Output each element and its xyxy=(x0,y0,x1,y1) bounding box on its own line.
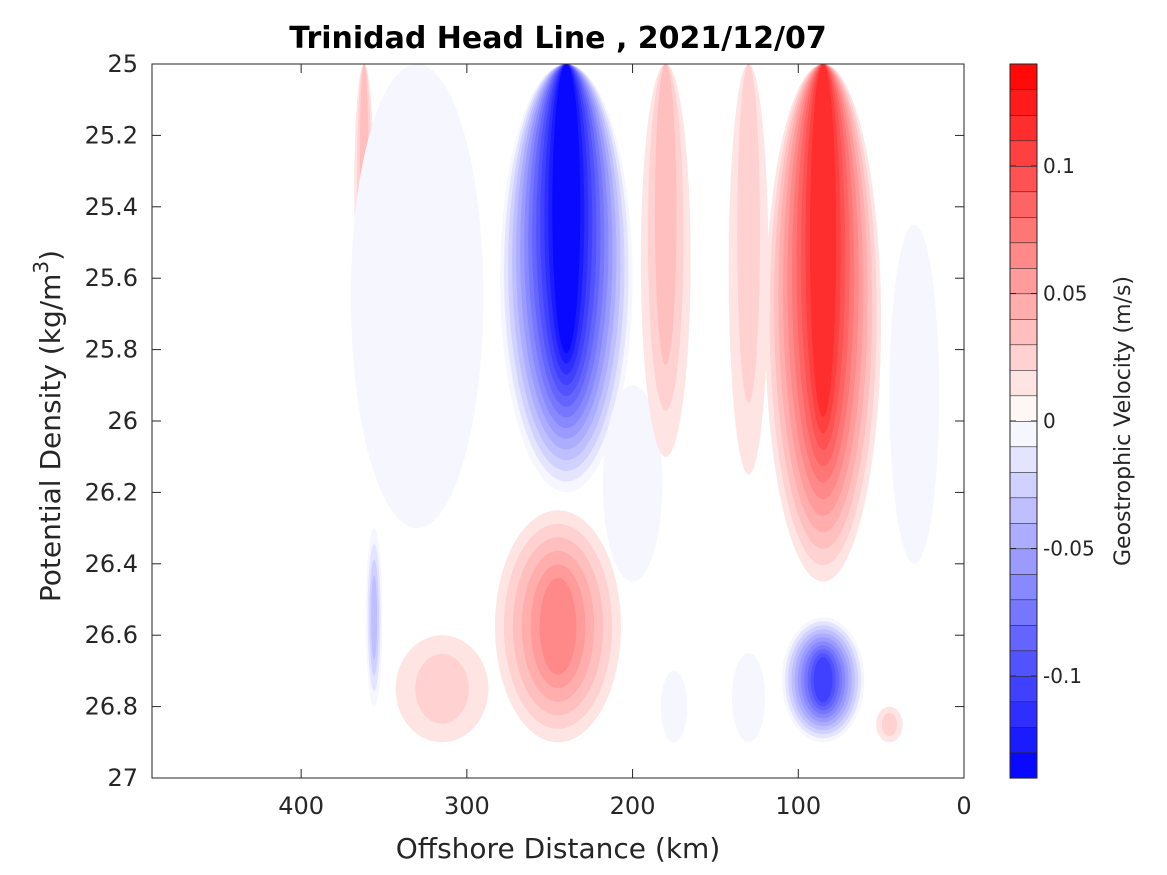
colorbar-level xyxy=(1009,318,1038,346)
x-axis-label: Offshore Distance (km) xyxy=(396,832,721,865)
y-tick-label: 25.4 xyxy=(85,193,138,221)
velocity-contour-field xyxy=(350,64,940,743)
x-tick-label: 400 xyxy=(278,792,324,820)
colorbar-level xyxy=(1009,701,1038,728)
contour-level-negative-deep-360-4 xyxy=(371,575,378,660)
x-axis: 400 300 200 100 0 xyxy=(278,64,972,820)
colorbar-label: Geostrophic Velocity (m/s) xyxy=(1111,276,1136,566)
colorbar-level xyxy=(1009,114,1038,142)
contour-level-negative-deep-core-11 xyxy=(813,657,833,703)
colorbar-level xyxy=(1009,191,1038,218)
colorbar xyxy=(1009,63,1038,779)
colorbar-level xyxy=(1009,267,1038,295)
colorbar-level xyxy=(1009,573,1038,601)
y-axis-label: Potential Density (kg/m3) xyxy=(29,250,67,602)
colorbar-level xyxy=(1009,726,1038,754)
colorbar-tick-label: 0.1 xyxy=(1043,154,1075,178)
x-tick-label: 100 xyxy=(775,792,821,820)
x-tick-label: 300 xyxy=(444,792,490,820)
colorbar-level xyxy=(1009,344,1038,371)
contour-level-negative-deep-180-1 xyxy=(660,670,688,743)
colorbar-level xyxy=(1009,369,1038,397)
chart-title: Trinidad Head Line , 2021/12/07 xyxy=(289,21,826,56)
y-tick-label: 26.4 xyxy=(85,550,138,578)
contour-level-negative-deep-130-1 xyxy=(732,653,766,743)
contour-level-positive-deep-core-6 xyxy=(539,578,577,675)
contour-level-negative-tail-200-1 xyxy=(602,385,663,582)
contour-level-positive-band-180-3 xyxy=(654,64,677,365)
colorbar-level xyxy=(1009,752,1038,779)
colorbar-level xyxy=(1009,420,1038,448)
contour-level-strong-negative-core-14 xyxy=(552,64,581,354)
colorbar-tick-label: -0.1 xyxy=(1043,664,1082,688)
y-tick-label: 26.2 xyxy=(85,478,138,506)
colorbar-level xyxy=(1009,216,1038,244)
y-tick-label: 25 xyxy=(107,50,138,78)
colorbar-level xyxy=(1009,650,1038,677)
colorbar-level xyxy=(1009,165,1038,193)
colorbar-level xyxy=(1009,471,1038,499)
colorbar-level xyxy=(1009,293,1038,320)
colorbar-level xyxy=(1009,675,1038,703)
contour-level-strong-positive-core-11 xyxy=(809,64,837,417)
colorbar-level xyxy=(1009,242,1038,269)
colorbar-level xyxy=(1009,624,1038,652)
x-tick-label: 0 xyxy=(956,792,971,820)
colorbar-level xyxy=(1009,395,1038,422)
colorbar-ticks: 0.1 0.05 0 -0.05 -0.1 xyxy=(1010,154,1095,688)
colorbar-tick-label: -0.05 xyxy=(1043,537,1095,561)
y-tick-label: 25.2 xyxy=(85,121,138,149)
colorbar-tick-label: 0.05 xyxy=(1043,282,1088,306)
colorbar-level xyxy=(1009,446,1038,473)
y-tick-label: 26.6 xyxy=(85,621,138,649)
colorbar-level xyxy=(1009,63,1038,91)
contour-level-negative-band-nearshore-1 xyxy=(889,224,940,564)
contour-level-positive-deep-nearshore-2 xyxy=(881,712,898,737)
colorbar-level xyxy=(1009,522,1038,550)
colorbar-tick-label: 0 xyxy=(1043,409,1056,433)
x-tick-label: 200 xyxy=(610,792,656,820)
y-tick-label: 27 xyxy=(107,764,138,792)
contour-level-positive-band-130-2 xyxy=(737,64,760,403)
y-tick-label: 25.6 xyxy=(85,264,138,292)
y-tick-label: 25.8 xyxy=(85,336,138,364)
y-tick-label: 26.8 xyxy=(85,693,138,721)
y-tick-label: 26 xyxy=(107,407,138,435)
colorbar-level xyxy=(1009,140,1038,167)
y-axis: 25 25.2 25.4 25.6 25.8 26 26.2 26.4 26.6 26.8 27 xyxy=(85,50,964,792)
colorbar-level xyxy=(1009,599,1038,626)
colorbar-level xyxy=(1009,497,1038,524)
colorbar-level xyxy=(1009,548,1038,575)
contour-level-broad-negative-offshore-1 xyxy=(350,64,484,529)
contour-level-positive-deep-west-2 xyxy=(415,654,469,724)
colorbar-level xyxy=(1009,89,1038,116)
